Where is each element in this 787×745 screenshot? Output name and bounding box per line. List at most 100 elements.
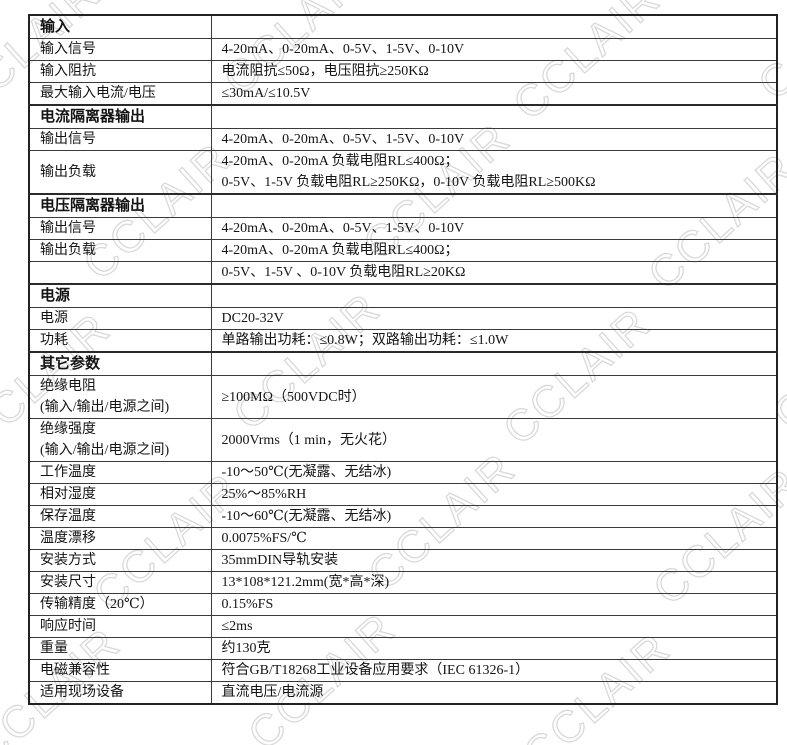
- cell-text-line: 13*108*121.2mm(宽*高*深): [221, 575, 390, 590]
- section-header-row: 电流隔离器输出: [28, 104, 778, 129]
- spec-row: 传输精度（20℃） 0.15%FS: [28, 593, 778, 616]
- param-value-cell: 约130克: [210, 637, 778, 660]
- param-value-cell: 直流电压/电流源: [210, 681, 778, 705]
- param-name-cell: 电源: [28, 307, 212, 330]
- param-value-cell: -10～50℃(无凝露、无结冰): [210, 461, 778, 484]
- cell-text-line: 温度漂移: [40, 531, 96, 546]
- section-header-row: 其它参数: [28, 351, 778, 376]
- param-value-cell: 2000Vrms（1 min，无火花）: [210, 418, 778, 462]
- cell-text-line: 传输精度（20℃）: [40, 597, 154, 612]
- cell-text-line: 响应时间: [40, 619, 96, 634]
- cell-text-line: 相对湿度: [40, 487, 96, 502]
- cell-text-line: 4-20mA、0-20mA、0-5V、1-5V、0-10V: [221, 42, 465, 57]
- param-value-cell: 25%～85%RH: [210, 483, 778, 506]
- spec-row: 电磁兼容性 符合GB/T18268工业设备应用要求（IEC 61326-1）: [28, 659, 778, 682]
- param-name-cell: 绝缘电阻 (输入/输出/电源之间): [28, 375, 212, 419]
- cell-text-line: 单路输出功耗：≤0.8W；双路输出功耗：≤1.0W: [221, 333, 509, 348]
- spec-row: 功耗 单路输出功耗：≤0.8W；双路输出功耗：≤1.0W: [28, 329, 778, 353]
- cell-text-line: 电源: [40, 311, 68, 326]
- param-value-cell: -10～60℃(无凝露、无结冰): [210, 505, 778, 528]
- param-value-cell: DC20-32V: [210, 307, 778, 330]
- cell-text-line: (输入/输出/电源之间): [40, 400, 170, 415]
- cell-text-line: ≤2ms: [221, 619, 253, 634]
- cell-text-line: 直流电压/电流源: [221, 685, 324, 700]
- param-name-cell: 输入阻抗: [28, 60, 212, 83]
- param-value-cell: 35mmDIN导轨安装: [210, 549, 778, 572]
- section-title-cell: 电流隔离器输出: [28, 104, 212, 129]
- param-name-cell: 传输精度（20℃）: [28, 593, 212, 616]
- cell-text-line: 安装方式: [40, 553, 96, 568]
- param-value-cell: 0-5V、1-5V 、0-10V 负载电阻RL≥20KΩ: [210, 261, 778, 285]
- cell-text-line: 安装尺寸: [40, 575, 96, 590]
- spec-row: 0-5V、1-5V 、0-10V 负载电阻RL≥20KΩ: [28, 261, 778, 285]
- cell-text-line: 适用现场设备: [40, 685, 124, 700]
- param-name-cell: 输出负载: [28, 239, 212, 262]
- param-name-cell: 温度漂移: [28, 527, 212, 550]
- cell-text-line: 电源: [40, 288, 71, 304]
- cell-text-line: 绝缘电阻: [40, 379, 96, 394]
- cell-text-line: 4-20mA、0-20mA、0-5V、1-5V、0-10V: [221, 221, 465, 236]
- spec-row: 输入信号 4-20mA、0-20mA、0-5V、1-5V、0-10V: [28, 38, 778, 61]
- spec-row: 响应时间 ≤2ms: [28, 615, 778, 638]
- cell-text-line: DC20-32V: [221, 311, 284, 326]
- param-name-cell: 最大输入电流/电压: [28, 82, 212, 106]
- cell-text-line: 2000Vrms（1 min，无火花）: [221, 432, 397, 448]
- cell-text-line: 4-20mA、0-20mA、0-5V、1-5V、0-10V: [221, 132, 465, 147]
- param-name-cell: 输出信号: [28, 128, 212, 151]
- cell-text-line: -10～60℃(无凝露、无结冰): [221, 509, 392, 524]
- param-value-cell: 0.15%FS: [210, 593, 778, 616]
- spec-row: 输出信号 4-20mA、0-20mA、0-5V、1-5V、0-10V: [28, 217, 778, 240]
- section-header-row: 输入: [28, 14, 778, 39]
- spec-row: 最大输入电流/电压 ≤30mA/≤10.5V: [28, 82, 778, 106]
- spec-row: 安装方式 35mmDIN导轨安装: [28, 549, 778, 572]
- param-value-cell: 13*108*121.2mm(宽*高*深): [210, 571, 778, 594]
- param-value-cell: 0.0075%FS/℃: [210, 527, 778, 550]
- param-value-cell: ≤2ms: [210, 615, 778, 638]
- param-value-cell: 4-20mA、0-20mA、0-5V、1-5V、0-10V: [210, 128, 778, 151]
- cell-text-line: 最大输入电流/电压: [40, 86, 156, 101]
- section-title-cell: 其它参数: [28, 351, 212, 376]
- param-value-cell: [210, 283, 778, 308]
- section-title-cell: 电源: [28, 283, 212, 308]
- param-name-cell: 适用现场设备: [28, 681, 212, 705]
- cell-text-line: 保存温度: [40, 509, 96, 524]
- section-title-cell: 输入: [28, 14, 212, 39]
- spec-row: 绝缘电阻 (输入/输出/电源之间) ≥100MΩ（500VDC时）: [28, 375, 778, 419]
- cell-text-line: 输出负载: [40, 243, 96, 258]
- param-name-cell: 响应时间: [28, 615, 212, 638]
- cell-text-line: 重量: [40, 641, 68, 656]
- cell-text-line: 约130克: [221, 641, 271, 656]
- param-value-cell: 4-20mA、0-20mA 负载电阻RL≤400Ω；: [210, 239, 778, 262]
- param-value-cell: ≥100MΩ（500VDC时）: [210, 375, 778, 419]
- spec-row: 适用现场设备 直流电压/电流源: [28, 681, 778, 705]
- param-name-cell: 安装方式: [28, 549, 212, 572]
- param-value-cell: 4-20mA、0-20mA 负载电阻RL≤400Ω； 0-5V、1-5V 负载电阻…: [210, 150, 778, 195]
- param-name-cell: 输入信号: [28, 38, 212, 61]
- param-value-cell: [210, 351, 778, 376]
- spec-sheet: 输入输入信号 4-20mA、0-20mA、0-5V、1-5V、0-10V 输入阻抗电…: [28, 14, 778, 705]
- spec-row: 安装尺寸 13*108*121.2mm(宽*高*深): [28, 571, 778, 594]
- spec-row: 温度漂移 0.0075%FS/℃: [28, 527, 778, 550]
- cell-text-line: 输入: [40, 19, 71, 35]
- cell-text-line: 电磁兼容性: [40, 663, 110, 678]
- cell-text-line: 输入阻抗: [40, 64, 96, 79]
- spec-row: 绝缘强度 (输入/输出/电源之间) 2000Vrms（1 min，无火花）: [28, 418, 778, 462]
- cell-text-line: 功耗: [40, 333, 68, 348]
- cell-text-line: -10～50℃(无凝露、无结冰): [221, 465, 392, 480]
- cell-text-line: ≥100MΩ（500VDC时）: [221, 389, 366, 405]
- cell-text-line: 0.0075%FS/℃: [221, 531, 307, 546]
- section-header-row: 电压隔离器输出: [28, 193, 778, 218]
- spec-row: 保存温度 -10～60℃(无凝露、无结冰): [28, 505, 778, 528]
- cell-text-line: 电压隔离器输出: [40, 198, 146, 214]
- spec-row: 电源 DC20-32V: [28, 307, 778, 330]
- cell-text-line: 其它参数: [40, 356, 101, 372]
- cell-text-line: 输出负载: [40, 164, 96, 180]
- param-name-cell: 重量: [28, 637, 212, 660]
- cell-text-line: 电流隔离器输出: [40, 109, 146, 125]
- param-name-cell: 功耗: [28, 329, 212, 353]
- cell-text-line: 4-20mA、0-20mA 负载电阻RL≤400Ω；: [221, 243, 459, 258]
- cell-text-line: 工作温度: [40, 465, 96, 480]
- cell-text-line: 输出信号: [40, 221, 96, 236]
- section-header-row: 电源: [28, 283, 778, 308]
- param-name-cell: 工作温度: [28, 461, 212, 484]
